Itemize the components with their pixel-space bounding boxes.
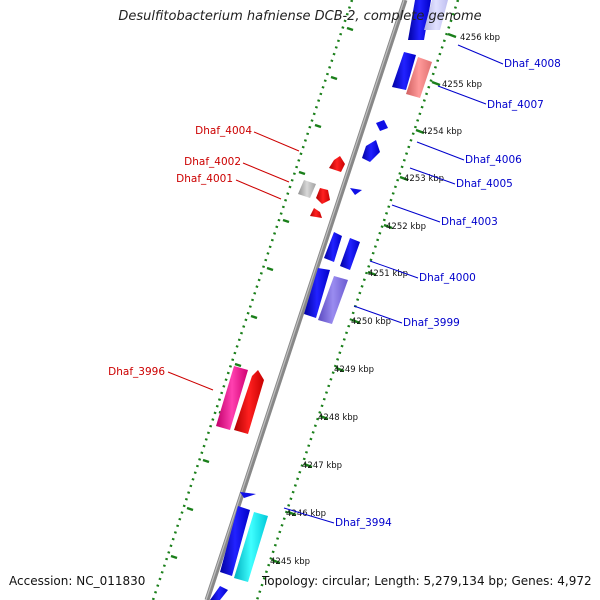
gene-dhaf-4001a[interactable]: [316, 188, 330, 204]
kbp-tick-label: 4252 kbp: [386, 222, 426, 232]
kbp-tick-labels: 4256 kbp 4255 kbp 4254 kbp 4253 kbp 4252…: [270, 33, 500, 567]
gene-label[interactable]: Dhaf_3996: [108, 366, 165, 378]
gene-dhaf-3994a[interactable]: [220, 506, 250, 576]
gene-dhaf-4004[interactable]: [329, 156, 345, 172]
gene-dhaf-4000[interactable]: [340, 238, 360, 270]
inner-tick-ring: [151, 0, 354, 600]
gene-dhaf-4003[interactable]: [324, 232, 342, 262]
gene-label[interactable]: Dhaf_4008: [504, 58, 561, 70]
gene-dhaf-4001[interactable]: [310, 208, 322, 218]
kbp-tick-label: 4253 kbp: [404, 174, 444, 184]
forward-label-leaders: [283, 44, 504, 524]
gene-dhaf-4007a[interactable]: [392, 52, 416, 90]
gene-dhaf-3993[interactable]: [210, 586, 228, 600]
genome-title: Desulfitobacterium hafniense DCB-2, comp…: [118, 9, 482, 24]
kbp-tick-label: 4251 kbp: [368, 269, 408, 279]
gene-dhaf-3999a[interactable]: [304, 268, 330, 318]
kbp-tick-label: 4249 kbp: [334, 365, 374, 375]
gene-label[interactable]: Dhaf_4002: [184, 156, 241, 168]
gene-dhaf-3996[interactable]: [234, 370, 264, 434]
kbp-tick-label: 4246 kbp: [286, 509, 326, 519]
kbp-tick-label: 4254 kbp: [422, 127, 462, 137]
gene-label[interactable]: Dhaf_4003: [441, 216, 498, 228]
gene-label[interactable]: Dhaf_4004: [195, 125, 252, 137]
reverse-genes: [216, 156, 345, 434]
gene-dhaf-4007[interactable]: [406, 57, 432, 98]
gene-dhaf-3995[interactable]: [240, 492, 256, 498]
reverse-label-leaders: [167, 131, 300, 391]
gene-dhaf-4006[interactable]: [376, 120, 388, 131]
gene-label[interactable]: Dhaf_4006: [465, 154, 522, 166]
inner-ring-dashes: [170, 26, 354, 560]
gene-label[interactable]: Dhaf_4001: [176, 173, 233, 185]
gene-dhaf-3999[interactable]: [318, 276, 348, 324]
kbp-tick-label: 4245 kbp: [270, 557, 310, 567]
scale-ring-dashes: [271, 32, 457, 565]
gene-label[interactable]: Dhaf_3999: [403, 317, 460, 329]
gene-dhaf-4005[interactable]: [362, 140, 380, 162]
gene-dhaf-3994[interactable]: [234, 512, 268, 582]
kbp-tick-label: 4255 kbp: [442, 80, 482, 90]
gene-dhaf-4008b[interactable]: [424, 0, 448, 30]
kbp-tick-label: 4247 kbp: [302, 461, 342, 471]
reverse-gene-labels: Dhaf_4004 Dhaf_4002 Dhaf_4001 Dhaf_3996: [108, 125, 252, 378]
gene-label[interactable]: Dhaf_4007: [487, 99, 544, 111]
gene-label[interactable]: Dhaf_4005: [456, 178, 513, 190]
gene-label[interactable]: Dhaf_4000: [419, 272, 476, 284]
gene-dhaf-3996a[interactable]: [216, 366, 248, 430]
scale-tick-ring: [255, 0, 460, 600]
genome-summary-text: Topology: circular; Length: 5,279,134 bp…: [262, 574, 592, 588]
kbp-tick-label: 4248 kbp: [318, 413, 358, 423]
accession-text: Accession: NC_011830: [9, 574, 146, 588]
genome-backbone: [204, 0, 408, 600]
gene-label[interactable]: Dhaf_3994: [335, 517, 392, 529]
forward-gene-labels: Dhaf_4008 Dhaf_4007 Dhaf_4006 Dhaf_4005 …: [335, 58, 561, 529]
gene-dhaf-4005b[interactable]: [350, 188, 362, 195]
kbp-tick-label: 4250 kbp: [351, 317, 391, 327]
forward-genes: [210, 0, 448, 600]
kbp-tick-label: 4256 kbp: [460, 33, 500, 43]
gene-dhaf-4002[interactable]: [298, 180, 316, 198]
